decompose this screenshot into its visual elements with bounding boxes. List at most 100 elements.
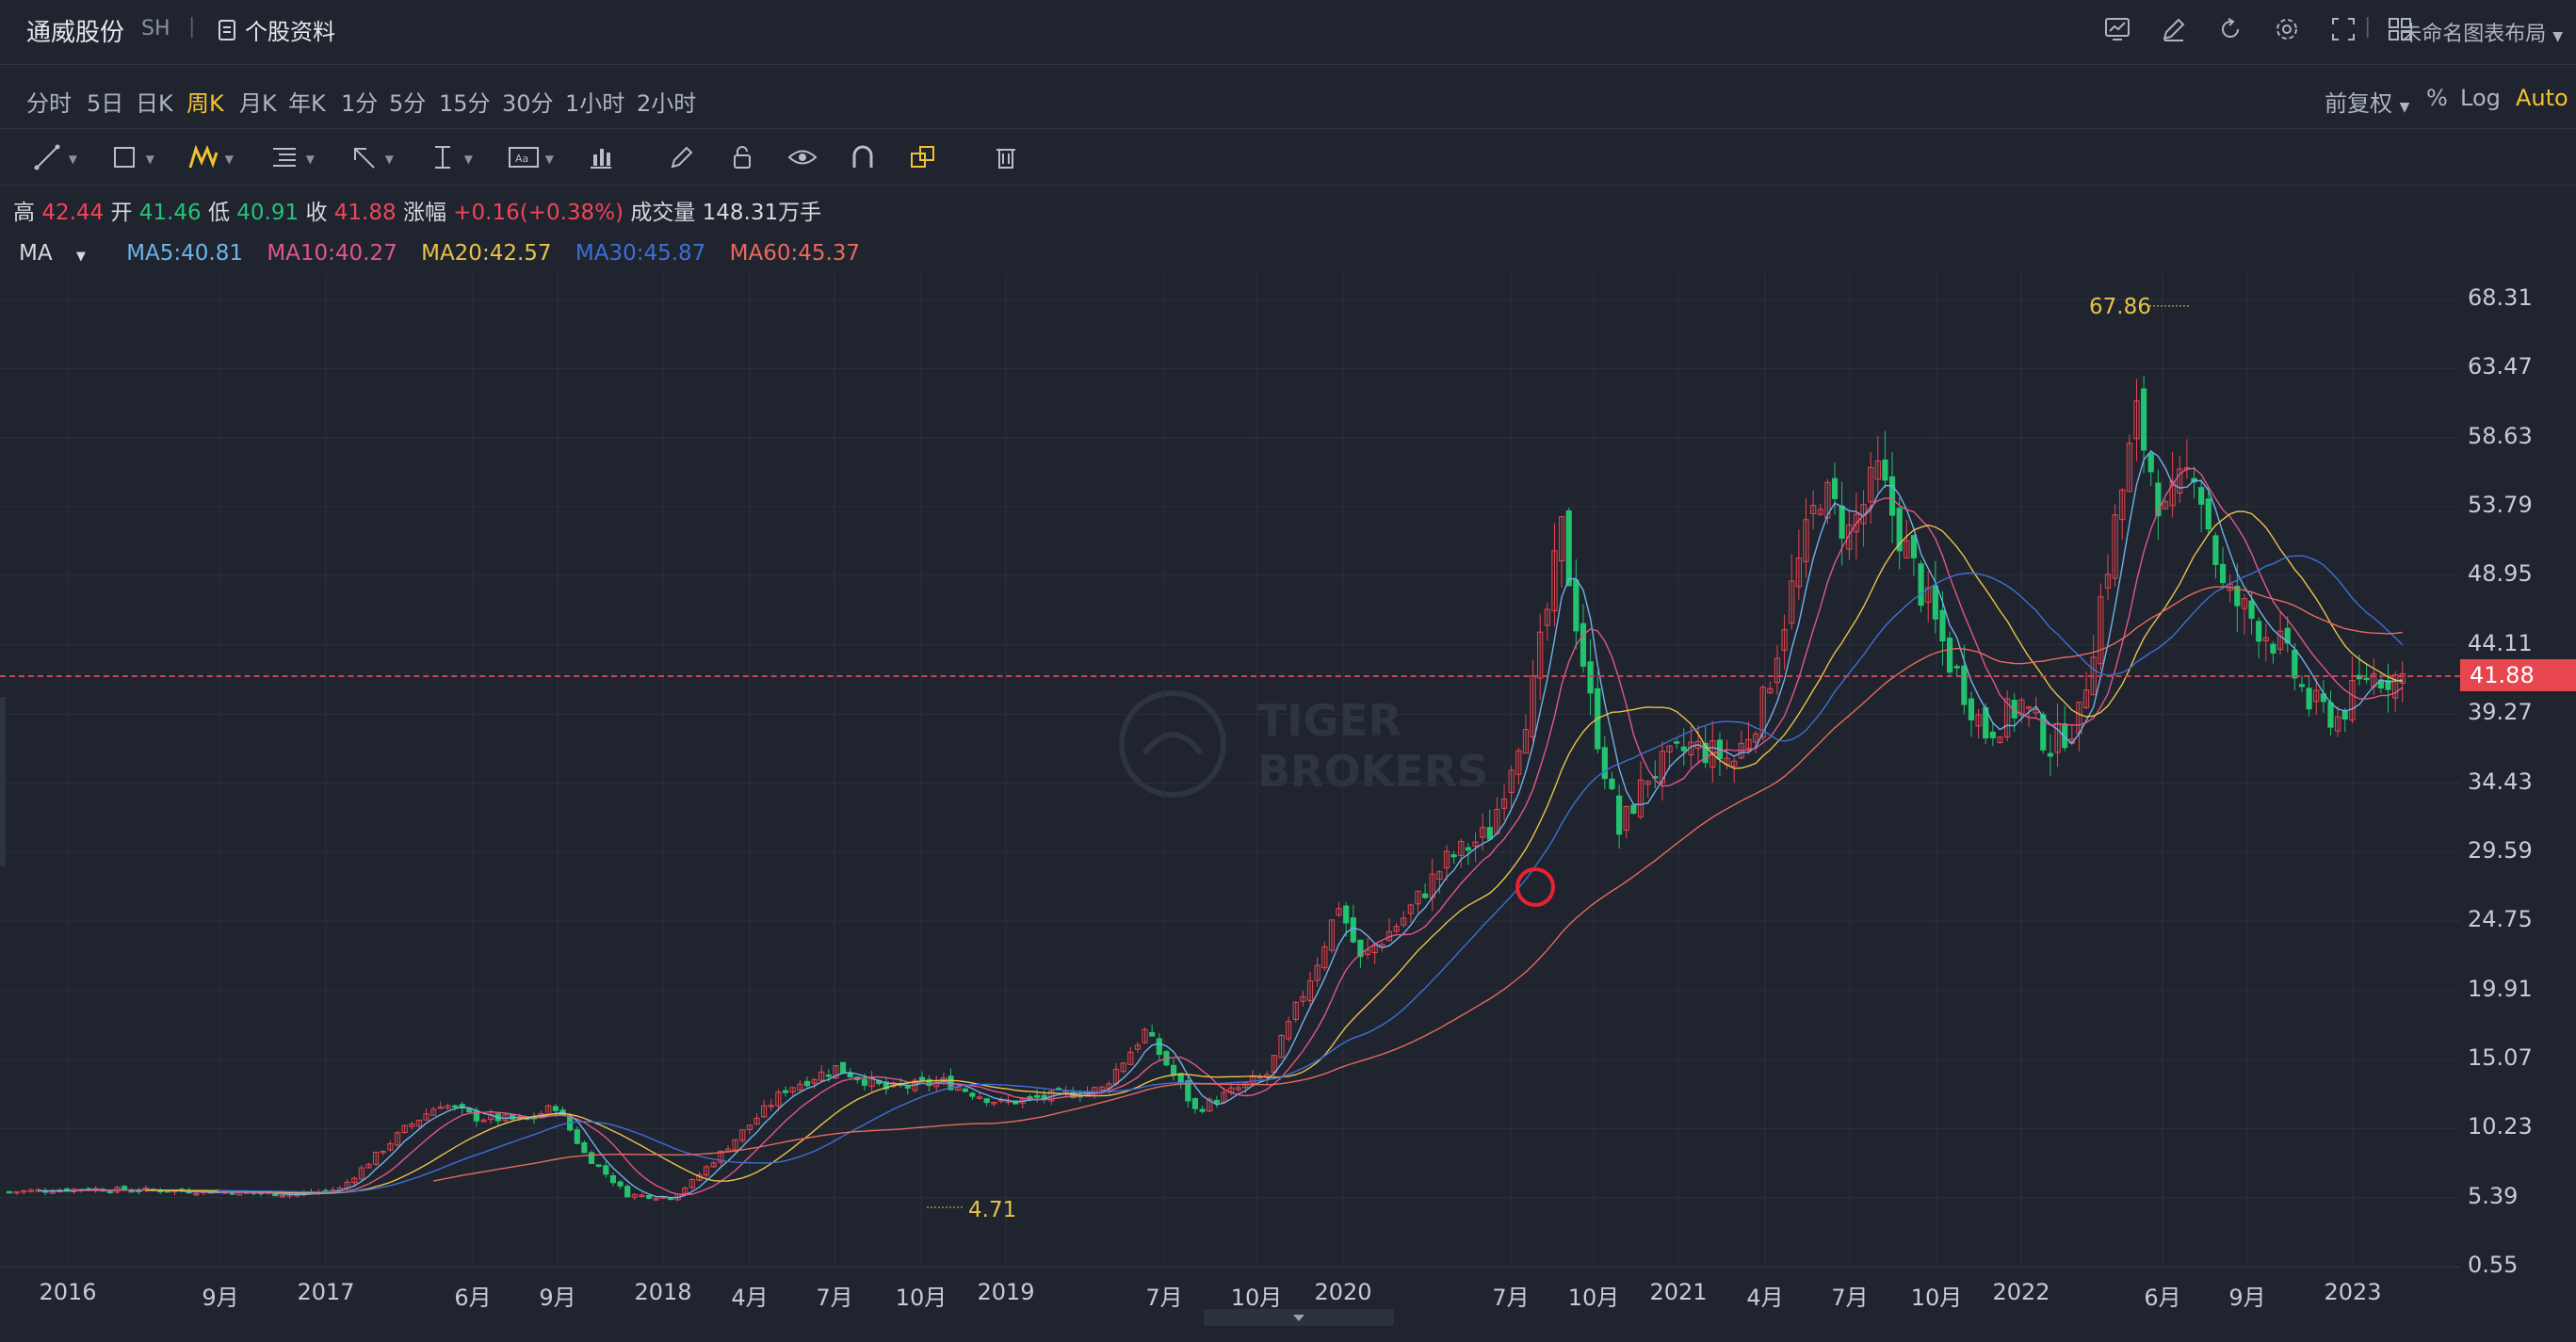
arrow-tool-icon[interactable]: ▼ [345,139,394,175]
rectangle-tool-icon[interactable]: ▼ [105,139,154,175]
log-toggle[interactable]: Log [2460,85,2501,111]
trash-icon[interactable] [987,139,1025,175]
eye-icon[interactable] [784,139,821,175]
header-icon-group [2101,13,2416,45]
refresh-icon[interactable] [2214,13,2246,45]
period-1hour[interactable]: 1小时 [565,90,625,117]
candle-body [775,1091,782,1107]
price-axis[interactable]: 68.31 63.47 58.63 53.79 48.95 44.11 39.27 34.43… [2460,235,2576,1290]
price-tick-label: 0.55 [2468,1252,2519,1278]
settings-icon[interactable] [2271,13,2303,45]
candle-body [1286,1021,1292,1040]
stock-market: SH [141,17,170,40]
chart-icon[interactable] [2101,13,2133,45]
period-5min[interactable]: 5分 [389,90,427,117]
candle-body [1120,1062,1126,1073]
period-2hour[interactable]: 2小时 [637,90,697,117]
time-tick-label: 10月 [1567,1285,1620,1311]
period-1min[interactable]: 1分 [341,90,379,117]
price-chart[interactable]: 67.86 4.71 [0,273,2460,1271]
stock-name[interactable]: 通威股份 [26,19,125,47]
candle-body [861,1078,868,1086]
candle-body [2335,716,2341,732]
candle-body [645,1195,653,1199]
candle-body [962,1088,968,1092]
lock-icon[interactable] [723,139,761,175]
candle-body [2155,482,2162,517]
price-tick-label: 29.59 [2468,836,2533,864]
time-tick-label: 2016 [39,1279,97,1305]
candle-body [2198,487,2205,505]
period-30min[interactable]: 30分 [502,90,554,117]
line-tool-icon[interactable]: ▼ [28,139,77,175]
candle-body [1033,1094,1041,1098]
text-box-tool-icon[interactable]: Aa ▼ [505,139,554,175]
candle-body [1306,979,1314,1001]
candle-body [1098,1086,1105,1091]
candle-body [1235,1087,1241,1091]
measure-tool-icon[interactable] [582,139,620,175]
period-15min[interactable]: 15分 [439,90,491,117]
text-cursor-tool-icon[interactable]: ▼ [424,139,473,175]
candle-body [718,1150,724,1163]
layout-selector[interactable]: 未命名图表布局 ▼ [2401,17,2563,47]
pattern-tool-icon[interactable]: ▼ [185,139,234,175]
time-tick-label: 9月 [539,1285,576,1311]
ma20-value: MA20:42.57 [421,241,552,266]
adjust-selector[interactable]: 前复权 ▼ [2325,85,2409,118]
candle-body [1134,1044,1142,1050]
candle-body [1925,587,1932,603]
candle-body [2292,649,2298,679]
drawing-toolbar: ▼ ▼ ▼ ▼ ▼ ▼ Aa ▼ [0,130,2576,186]
percent-toggle[interactable]: % [2426,85,2448,111]
candle-body [1853,513,1860,533]
layout-name: 未命名图表布局 [2401,23,2547,46]
candle-body [2241,598,2248,609]
ma-selector[interactable]: MA ▼ [19,241,103,266]
scroll-handle[interactable] [1204,1309,1394,1326]
caret-down-icon: ▼ [2552,29,2563,44]
auto-toggle[interactable]: Auto [2516,85,2568,111]
left-panel-handle[interactable] [0,697,6,866]
candle-body [1300,995,1306,1002]
period-daily[interactable]: 日K [136,90,173,117]
candle-body [574,1129,580,1144]
header-divider-right: | [2364,15,2372,39]
candle-body [387,1143,394,1151]
stock-profile-button[interactable]: 个股资料 [219,13,335,46]
candle-body [1961,665,1968,705]
caret-down-icon: ▼ [544,153,554,166]
stack-icon[interactable] [904,139,942,175]
candle-body [1515,750,1522,775]
candle-body [704,1166,710,1176]
period-5day[interactable]: 5日 [87,90,124,117]
period-monthly[interactable]: 月K [239,90,277,117]
pencil-icon[interactable] [663,139,701,175]
period-weekly[interactable]: 周K [186,90,224,117]
candle-body [1659,751,1666,784]
grid-layout-icon[interactable] [2384,13,2416,45]
period-yearly[interactable]: 年K [288,90,326,117]
candle-body [1882,459,1888,481]
candle-body [581,1142,588,1154]
candle-body [1975,714,1982,727]
candle-body [351,1177,358,1184]
caret-down-icon: ▼ [224,153,234,166]
pen-edit-icon[interactable] [2158,13,2190,45]
candle-body [753,1117,760,1125]
fib-tool-icon[interactable]: ▼ [266,139,315,175]
candle-body [639,1194,645,1197]
magnet-icon[interactable] [844,139,882,175]
close-value: 41.88 [333,201,397,225]
candle-body [1371,945,1378,953]
candle-body [1702,742,1709,764]
candle-body [193,1192,200,1196]
candle-body [1328,919,1336,951]
fullscreen-icon[interactable] [2327,13,2359,45]
candle-body [1781,629,1788,651]
candle-body [1839,505,1845,539]
candle-body [2062,723,2068,749]
candle-body [480,1119,487,1123]
candle-body [2104,574,2112,589]
period-fenshi[interactable]: 分时 [26,90,72,117]
